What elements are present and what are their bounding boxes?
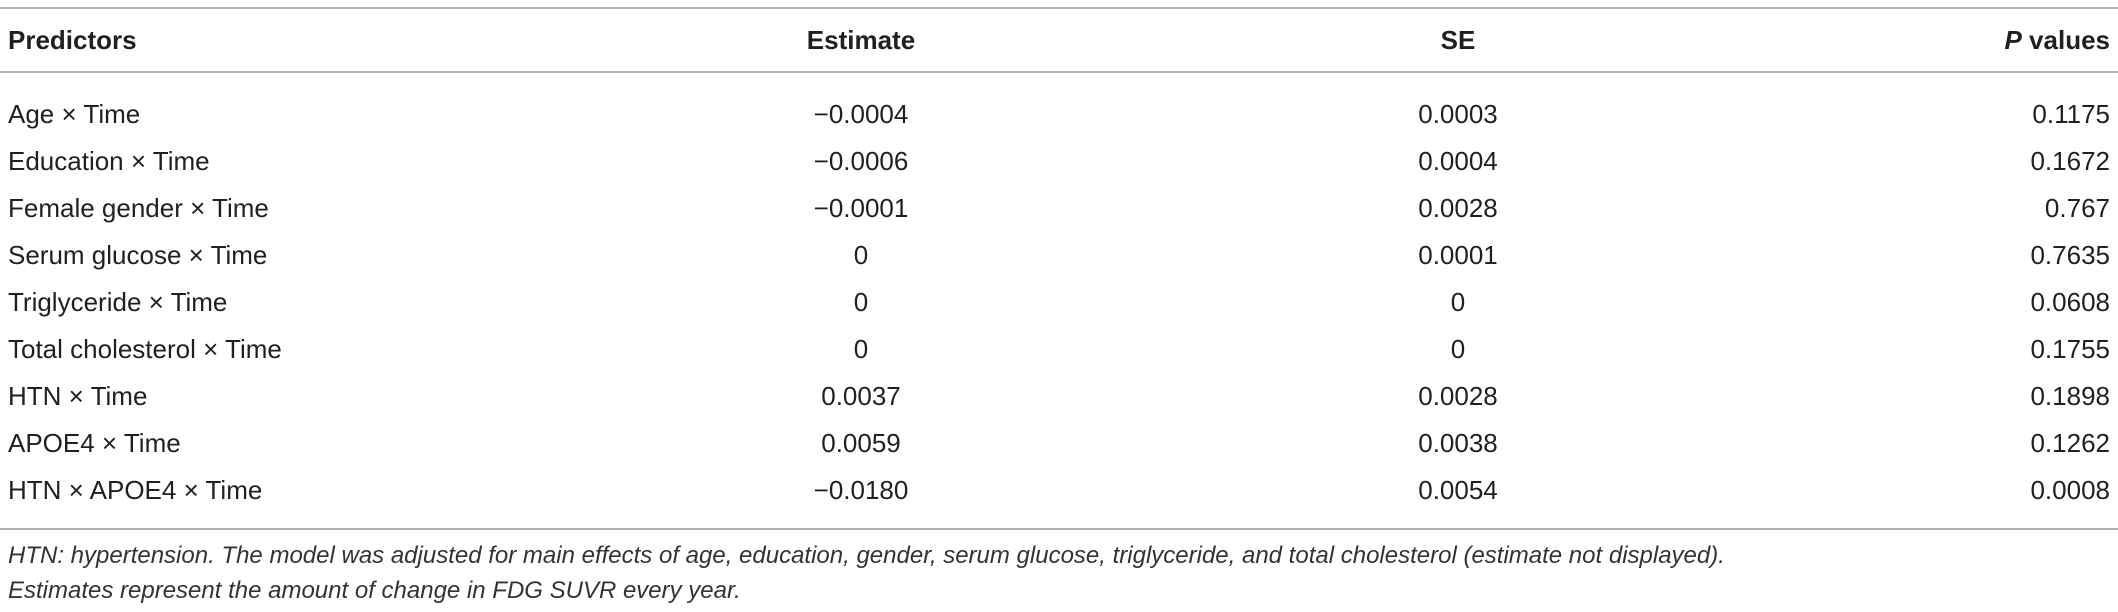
value-cell: −0.0001 [813,193,909,223]
predictor-cell: Age × Time [8,99,141,129]
predictor-cell: Total cholesterol × Time [8,334,282,364]
table-row: Triglyceride × Time 0 0 0.0608 [0,279,2118,326]
column-header: SE [1122,7,1794,73]
value-cell: 0.1672 [2030,146,2110,176]
value-cell: 0.1262 [2030,428,2110,458]
column-header: P values [1794,7,2118,73]
value-cell: 0 [1450,287,1466,317]
header-text: values [2029,24,2110,55]
value-cell: 0.0004 [1418,146,1498,176]
value-cell: 0.0608 [2030,287,2110,317]
value-cell: 0 [853,334,869,364]
value-cell: 0.0037 [821,381,901,411]
predictor-cell: HTN × Time [8,381,148,411]
value-cell: 0.0028 [1418,193,1498,223]
table-row: Total cholesterol × Time 0 0 0.1755 [0,326,2118,373]
value-cell: −0.0004 [813,99,909,129]
value-cell: 0.0038 [1418,428,1498,458]
value-cell: 0.0054 [1122,467,1794,530]
table-row: Serum glucose × Time 0 0.0001 0.7635 [0,232,2118,279]
table-row: HTN × Time 0.0037 0.0028 0.1898 [0,373,2118,420]
value-cell: −0.0006 [813,146,909,176]
table-container: Predictors Estimate SE P values Age × Time −… [0,7,2118,530]
table-row: Female gender × Time −0.0001 0.0028 0.767 [0,185,2118,232]
column-header: Estimate [600,7,1122,73]
table-row: APOE4 × Time 0.0059 0.0038 0.1262 [0,420,2118,467]
value-cell: 0.1898 [2030,381,2110,411]
value-cell: 0.0008 [1794,467,2118,530]
value-cell: 0.0028 [1418,381,1498,411]
value-cell: 0.0059 [821,428,901,458]
predictor-cell: Female gender × Time [8,193,269,223]
table-header: Predictors Estimate SE P values [0,7,2118,73]
value-cell: 0.767 [2044,193,2110,223]
table-row: Education × Time −0.0006 0.0004 0.1672 [0,138,2118,185]
footnote: HTN: hypertension. The model was adjuste… [8,538,2112,608]
value-cell: 0 [853,287,869,317]
header-row: Predictors Estimate SE P values [0,7,2118,73]
footnote-line: HTN: hypertension. The model was adjuste… [8,542,1725,569]
predictor-cell: HTN × APOE4 × Time [0,467,600,530]
table-body: Age × Time −0.0004 0.0003 0.1175 Education ×… [0,72,2118,530]
predictor-cell: Triglyceride × Time [8,287,228,317]
results-table: Predictors Estimate SE P values Age × Time −… [0,7,2118,530]
header-symbol: P [2004,24,2022,55]
predictor-cell: Serum glucose × Time [8,240,268,270]
value-cell: 0 [1450,334,1466,364]
table-row: Age × Time −0.0004 0.0003 0.1175 [0,72,2118,138]
value-cell: 0 [853,240,869,270]
table-row: HTN × APOE4 × Time −0.0180 0.0054 0.0008 [0,467,2118,530]
predictor-cell: APOE4 × Time [8,428,181,458]
value-cell: 0.1175 [2032,99,2110,129]
value-cell: 0.7635 [2030,240,2110,270]
column-header: Predictors [0,7,600,73]
value-cell: −0.0180 [600,467,1122,530]
value-cell: 0.0001 [1418,240,1498,270]
value-cell: 0.1755 [2030,334,2110,364]
footnote-line: Estimates represent the amount of change… [8,577,741,604]
value-cell: 0.0003 [1418,99,1498,129]
predictor-cell: Education × Time [8,146,210,176]
